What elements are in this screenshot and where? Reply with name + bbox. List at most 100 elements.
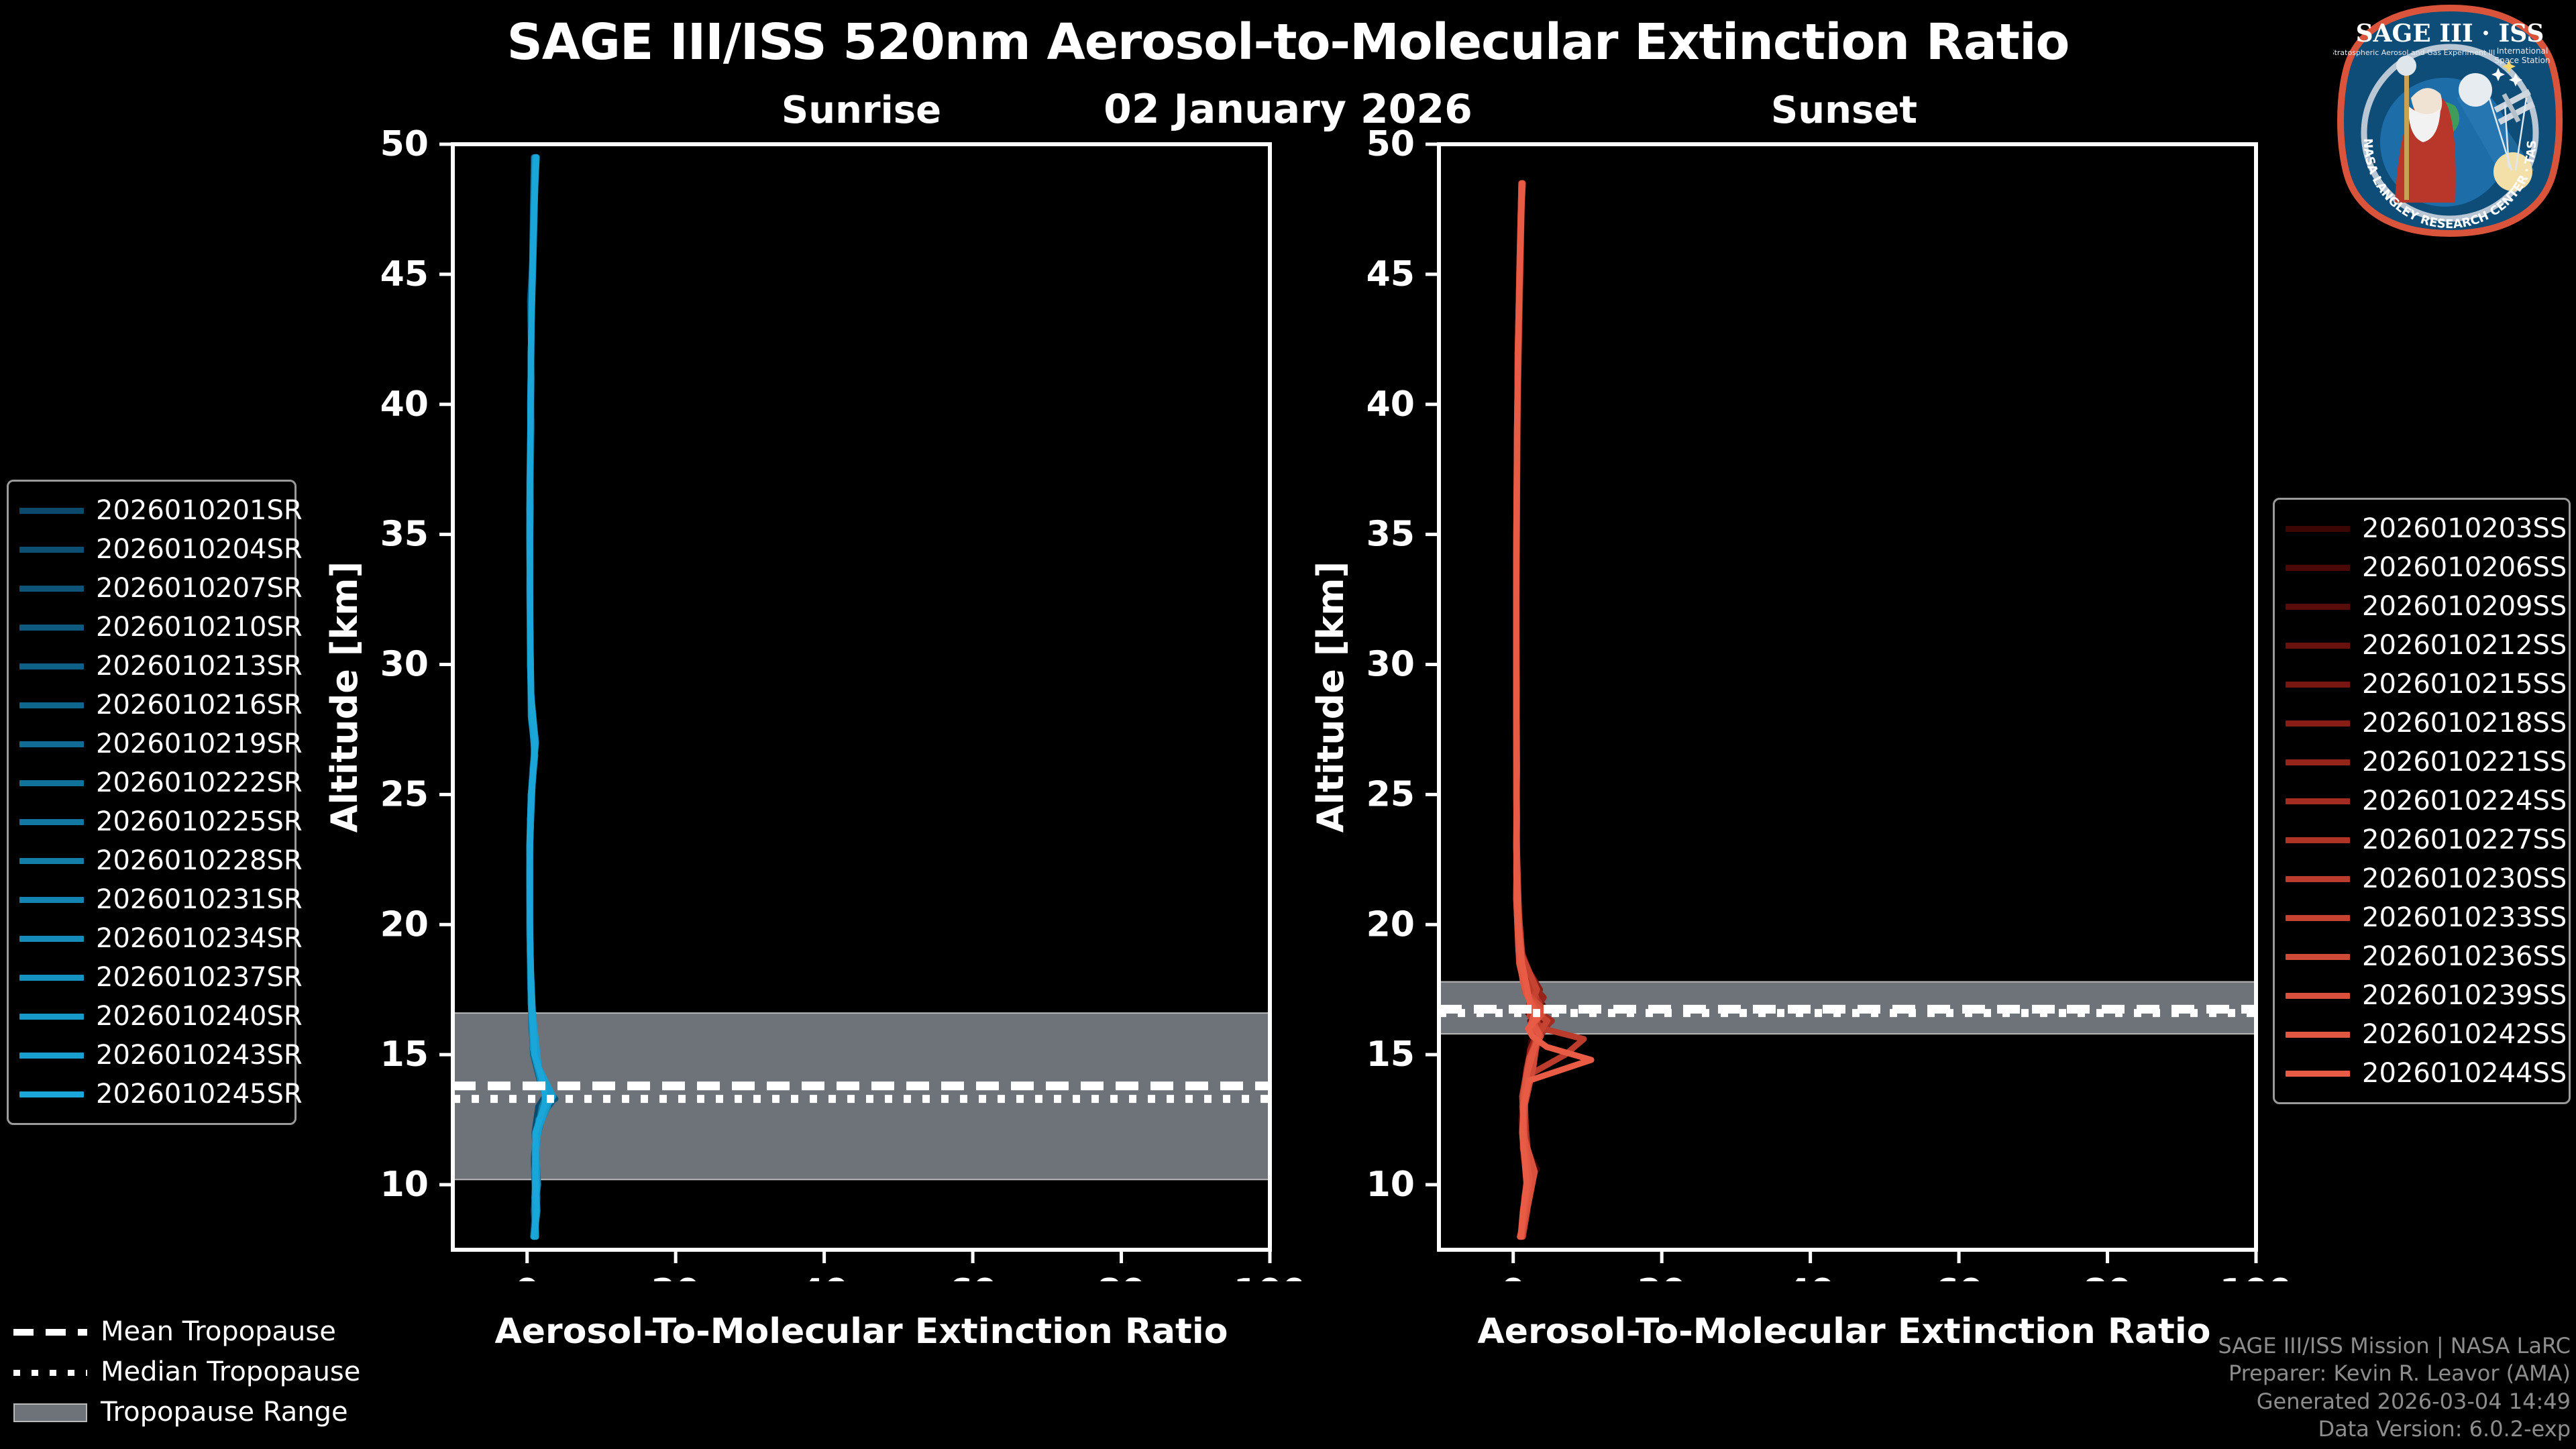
sunset-legend-item[interactable]: 2026010209SS (2286, 587, 2567, 626)
sunrise-y-tick-label: 30 (380, 645, 429, 685)
legend-item-label: 2026010213SR (96, 651, 303, 682)
legend-item-label: 2026010237SR (96, 962, 303, 993)
sunrise-legend-item[interactable]: 2026010204SR (19, 530, 303, 569)
sunset-legend-item[interactable]: 2026010244SS (2286, 1054, 2567, 1093)
sunset-legend-item[interactable]: 2026010203SS (2286, 509, 2567, 548)
attribution-preparer: Preparer: Kevin R. Leavor (AMA) (2228, 1360, 2571, 1387)
sunrise-y-tick-label: 40 (380, 384, 429, 425)
logo-subtitle-right-1: International (2497, 46, 2548, 56)
sage-iii-iss-logo-icon: SAGE III · ISS Stratospheric Aerosol and … (2328, 0, 2567, 237)
sunset-y-tick-label: 30 (1366, 645, 1415, 685)
date-title: 02 January 2026 (1104, 86, 1472, 133)
sunset-legend-item[interactable]: 2026010221SS (2286, 743, 2567, 782)
sunrise-y-tick-label: 45 (380, 254, 429, 294)
sunrise-legend-item[interactable]: 2026010228SR (19, 841, 303, 880)
sunrise-plot-frame (451, 142, 1272, 1252)
sunrise-legend-item[interactable]: 2026010237SR (19, 958, 303, 997)
right-x-axis-label: Aerosol-To-Molecular Extinction Ratio (1477, 1311, 2211, 1352)
logo-inner-ring (2361, 44, 2539, 222)
sunset-y-axis-label: Altitude [km] (1309, 561, 1352, 833)
legend-color-swatch (2286, 914, 2350, 921)
legend-item-label: 2026010204SR (96, 534, 303, 565)
sunrise-legend-item[interactable]: 2026010213SR (19, 647, 303, 686)
sunrise-legend-item[interactable]: 2026010240SR (19, 997, 303, 1036)
legend-item-label: 2026010225SR (96, 806, 303, 837)
legend-item-label: 2026010234SR (96, 923, 303, 954)
logo-star-icon (2502, 60, 2516, 73)
sunset-legend-item[interactable]: 2026010224SS (2286, 782, 2567, 820)
logo-moon-icon (2459, 73, 2492, 107)
legend-color-swatch (19, 1091, 84, 1097)
logo-star-icon (2509, 73, 2522, 87)
logo-subtitle-right-2: Space Station (2494, 56, 2550, 65)
legend-color-swatch (2286, 564, 2350, 571)
sunrise-legend-item[interactable]: 2026010210SR (19, 608, 303, 647)
legend-item-label: 2026010228SR (96, 845, 303, 876)
tropopause-legend: Mean Tropopause Median Tropopause Tropopau… (13, 1311, 362, 1432)
sunset-legend-item[interactable]: 2026010212SS (2286, 626, 2567, 665)
sunset-plot-background (1439, 144, 2256, 1250)
sunset-y-tick-label: 15 (1366, 1034, 1415, 1075)
sunrise-x-tick-label: 80 (1097, 1272, 1145, 1281)
sunset-legend-item[interactable]: 2026010242SS (2286, 1015, 2567, 1054)
sunset-y-tick-label: 40 (1366, 384, 1415, 425)
sunrise-legend-item[interactable]: 2026010225SR (19, 802, 303, 841)
sunset-legend-item[interactable]: 2026010236SS (2286, 937, 2567, 976)
legend-item-label: 2026010243SR (96, 1040, 303, 1071)
tropopause-range-key-icon (13, 1403, 87, 1422)
logo-star-icon (2491, 68, 2505, 81)
sunrise-legend-item[interactable]: 2026010207SR (19, 569, 303, 608)
sunrise-y-tick-label: 35 (380, 515, 429, 555)
logo-beam-line (2514, 97, 2528, 171)
legend-color-swatch (2286, 875, 2350, 882)
sunset-x-tick-label: 20 (1638, 1272, 1686, 1281)
sunrise-legend-item[interactable]: 2026010243SR (19, 1036, 303, 1075)
sunrise-y-tick-label: 20 (380, 904, 429, 945)
legend-color-swatch (2286, 1070, 2350, 1077)
legend-item-label: 2026010240SR (96, 1001, 303, 1032)
sunset-legend-item[interactable]: 2026010206SS (2286, 548, 2567, 587)
logo-sun-icon (2493, 152, 2532, 191)
legend-item-label: 2026010218SS (2362, 708, 2567, 739)
attribution-block: SAGE III/ISS Mission | NASA LaRC Prepare… (2218, 1332, 2571, 1444)
sunrise-event-legend[interactable]: 2026010201SR 2026010204SR 2026010207SR 2026… (7, 480, 303, 1125)
legend-color-swatch (2286, 681, 2350, 688)
sunset-y-tick-label: 35 (1366, 515, 1415, 555)
legend-item-label: 2026010201SR (96, 495, 303, 526)
legend-color-swatch (19, 624, 84, 631)
sunset-legend-item[interactable]: 2026010239SS (2286, 976, 2567, 1015)
right-panel-title: Sunset (1770, 89, 1918, 132)
sunset-event-legend[interactable]: 2026010203SS 2026010206SS 2026010209SS 2026… (2273, 498, 2571, 1104)
sunrise-x-tick-label: 40 (800, 1272, 848, 1281)
legend-item-label: 2026010239SS (2362, 980, 2567, 1011)
sunset-legend-item[interactable]: 2026010230SS (2286, 859, 2567, 898)
sunset-plot-frame (1437, 142, 2258, 1252)
legend-item-label: 2026010203SS (2362, 513, 2567, 544)
sunrise-legend-item[interactable]: 2026010219SR (19, 724, 303, 763)
attribution-mission: SAGE III/ISS Mission | NASA LaRC (2218, 1332, 2571, 1358)
legend-color-swatch (19, 1052, 84, 1059)
legend-color-swatch (2286, 837, 2350, 843)
logo-beam-line (2504, 104, 2510, 168)
tropopause-legend-item: Median Tropopause (13, 1352, 362, 1392)
sunset-legend-item[interactable]: 2026010218SS (2286, 704, 2567, 743)
median-tropopause-key-icon (13, 1363, 87, 1381)
legend-color-swatch (2286, 720, 2350, 727)
sunrise-legend-item[interactable]: 2026010222SR (19, 763, 303, 802)
sunrise-svg: 10 15 20 25 30 35 40 45 50 0 20 40 60 80 100 Altitude [… (323, 127, 1301, 1281)
sunset-legend-item[interactable]: 2026010233SS (2286, 898, 2567, 937)
sunrise-x-tick-label: 60 (949, 1272, 997, 1281)
sunrise-legend-item[interactable]: 2026010201SR (19, 491, 303, 530)
legend-item-label: 2026010222SR (96, 767, 303, 798)
legend-item-label: 2026010244SS (2362, 1058, 2567, 1089)
sunset-legend-item[interactable]: 2026010227SS (2286, 820, 2567, 859)
legend-color-swatch (19, 818, 84, 825)
legend-item-label: 2026010215SS (2362, 669, 2567, 700)
sunrise-legend-item[interactable]: 2026010231SR (19, 880, 303, 919)
sunrise-legend-item[interactable]: 2026010234SR (19, 919, 303, 958)
sunrise-profile-plot: 10 15 20 25 30 35 40 45 50 0 20 40 60 80 100 Altitude [… (322, 127, 1301, 1281)
sunset-legend-item[interactable]: 2026010215SS (2286, 665, 2567, 704)
sunrise-legend-item[interactable]: 2026010245SR (19, 1075, 303, 1114)
sunset-y-tick-label: 25 (1366, 774, 1415, 814)
sunrise-legend-item[interactable]: 2026010216SR (19, 686, 303, 724)
